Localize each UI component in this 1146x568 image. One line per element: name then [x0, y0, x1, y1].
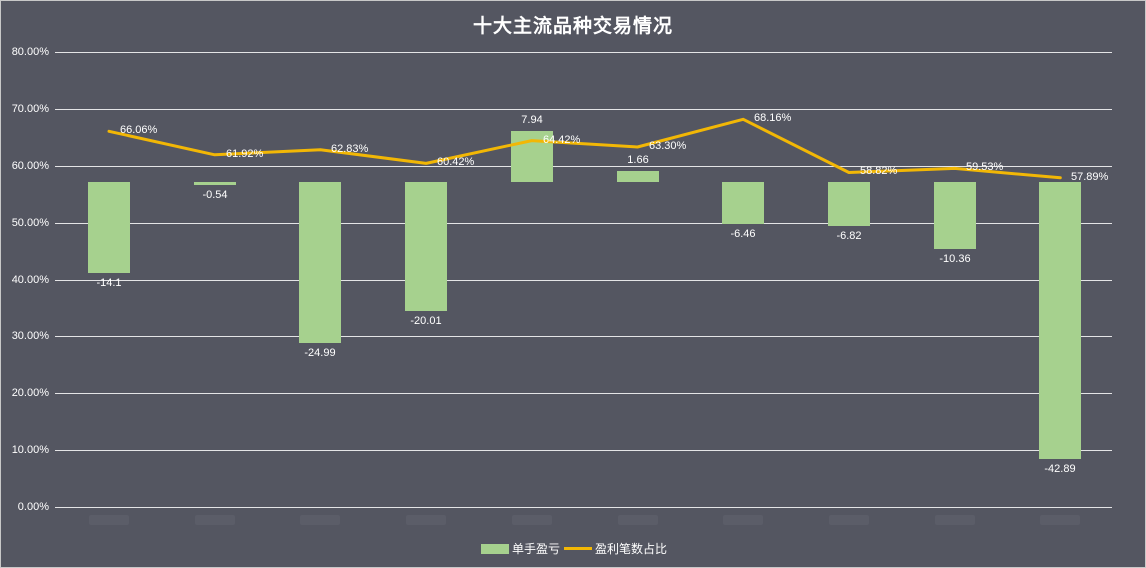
- bar: [617, 171, 659, 182]
- x-category-label: [300, 515, 340, 525]
- gridline: [55, 393, 1112, 394]
- legend-bar-label: 单手盈亏: [512, 542, 561, 556]
- y-tick-label: 20.00%: [11, 387, 49, 399]
- line-value-label: 66.06%: [120, 124, 158, 136]
- gridline: [55, 450, 1112, 451]
- line-value-label: 59.53%: [966, 161, 1004, 173]
- bar-value-label: -0.54: [202, 189, 228, 201]
- bar-value-label: -20.01: [410, 315, 442, 327]
- legend-line-label: 盈利笔数占比: [595, 542, 668, 556]
- y-tick-label: 70.00%: [11, 103, 49, 115]
- bar-value-label: -6.82: [836, 230, 862, 242]
- x-category-label: [829, 515, 869, 525]
- bar: [1039, 182, 1081, 459]
- gridline: [55, 109, 1112, 110]
- bar-value-label: -10.36: [939, 253, 971, 265]
- y-tick-label: 60.00%: [11, 160, 49, 172]
- legend: 单手盈亏 盈利笔数占比: [481, 540, 667, 557]
- gridline: [55, 280, 1112, 281]
- line-value-label: 62.83%: [331, 143, 369, 155]
- x-category-label: [1040, 515, 1080, 525]
- bar: [722, 182, 764, 224]
- x-category-label: [618, 515, 658, 525]
- line-value-label: 68.16%: [754, 112, 792, 124]
- bar: [88, 182, 130, 273]
- x-category-label: [512, 515, 552, 525]
- legend-bar-swatch: [481, 543, 509, 554]
- gridline: [55, 52, 1112, 53]
- bar: [405, 182, 447, 311]
- bar-value-label: -6.46: [730, 228, 756, 240]
- y-tick-label: 40.00%: [11, 274, 49, 286]
- gridline: [55, 166, 1112, 167]
- x-category-label: [195, 515, 235, 525]
- line-value-label: 57.89%: [1071, 171, 1109, 183]
- line-value-label: 61.92%: [226, 148, 264, 160]
- bar: [194, 182, 236, 185]
- y-tick-label: 0.00%: [17, 501, 49, 513]
- chart-title: 十大主流品种交易情况: [472, 15, 673, 37]
- line-value-label: 58.82%: [860, 165, 898, 177]
- bar-value-label: -42.89: [1044, 463, 1076, 475]
- x-category-label: [406, 515, 446, 525]
- line-value-label: 60.42%: [437, 156, 475, 168]
- bar-value-label: 1.66: [627, 154, 649, 166]
- bar: [828, 182, 870, 226]
- bar: [299, 182, 341, 343]
- x-category-label: [935, 515, 975, 525]
- gridline: [55, 223, 1112, 224]
- x-category-label: [723, 515, 763, 525]
- bar-value-label: -24.99: [304, 347, 336, 359]
- y-tick-label: 10.00%: [11, 444, 49, 456]
- y-tick-label: 80.00%: [11, 46, 49, 58]
- bar: [934, 182, 976, 249]
- y-tick-label: 30.00%: [11, 330, 49, 342]
- gridline: [55, 336, 1112, 337]
- x-category-label: [89, 515, 129, 525]
- legend-line-swatch: [564, 547, 593, 550]
- line-value-label: 63.30%: [649, 140, 687, 152]
- y-tick-label: 50.00%: [11, 217, 49, 229]
- bar-value-label: 7.94: [521, 114, 543, 126]
- line-value-label: 64.42%: [543, 134, 581, 146]
- gridline: [55, 507, 1112, 508]
- bar-value-label: -14.1: [96, 277, 122, 289]
